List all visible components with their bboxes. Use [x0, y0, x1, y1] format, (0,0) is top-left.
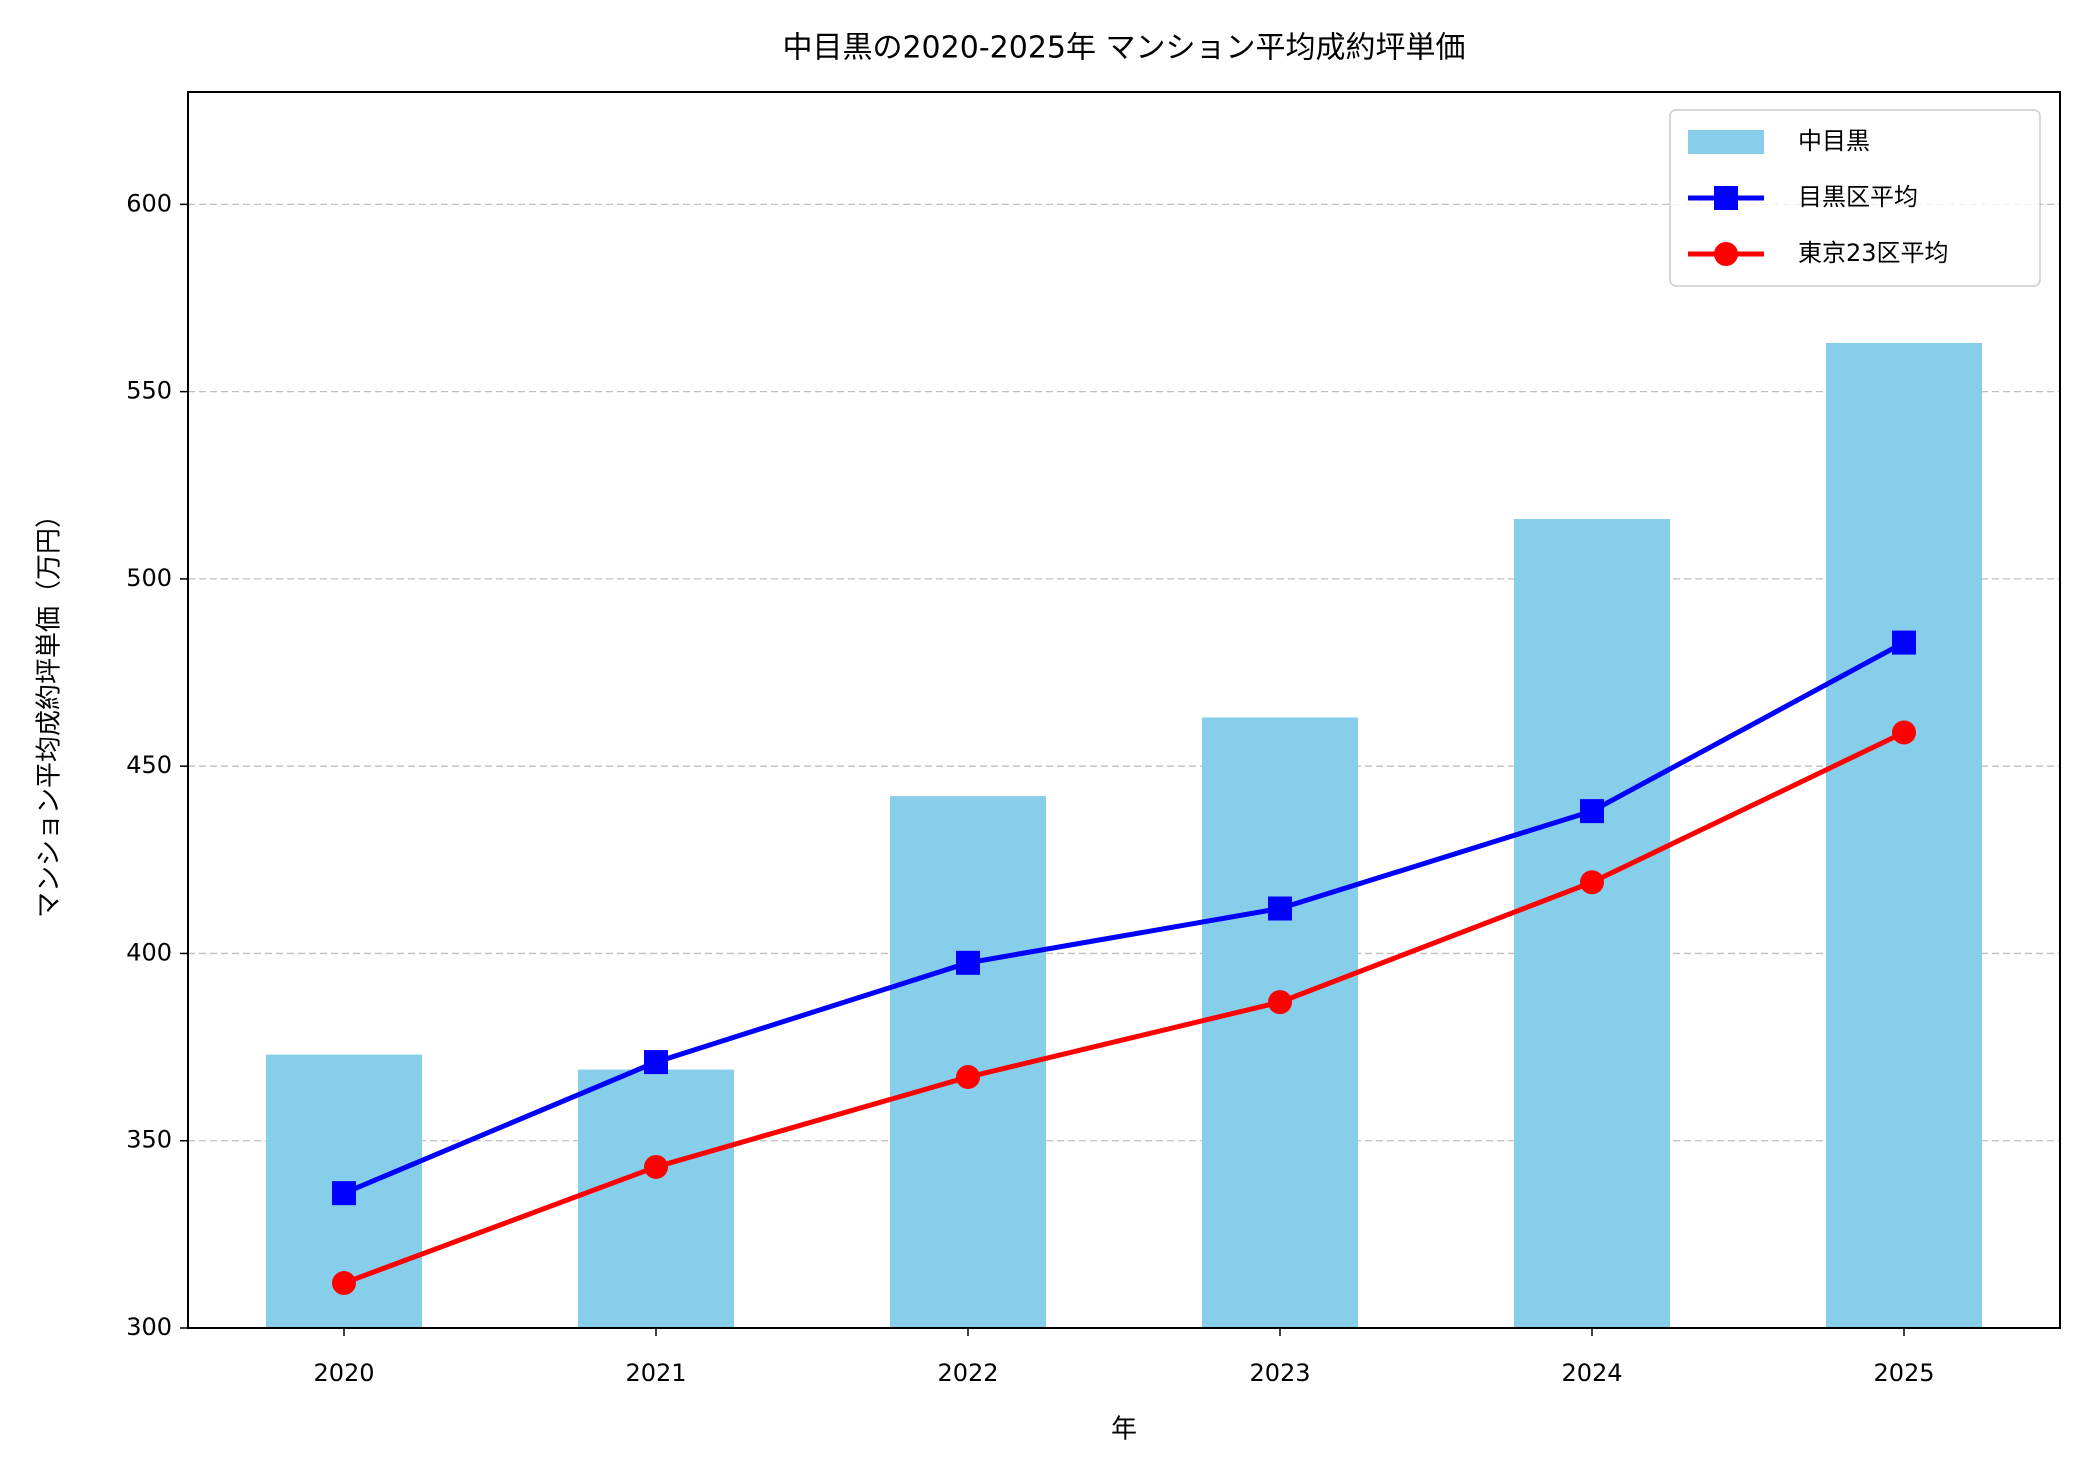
line-marker [1580, 799, 1604, 824]
line-marker [332, 1181, 356, 1206]
legend-label: 目黒区平均 [1798, 183, 1918, 211]
line-marker [644, 1050, 668, 1075]
legend-marker [1714, 242, 1738, 266]
y-tick-label: 350 [126, 1126, 172, 1154]
line-marker [1268, 990, 1292, 1015]
bar [1826, 342, 1982, 1329]
line-marker [1892, 630, 1916, 655]
x-tick-label: 2021 [625, 1359, 686, 1387]
line [343, 730, 1906, 1286]
line-marker [332, 1271, 356, 1296]
legend-marker [1714, 186, 1738, 210]
plot-frame [187, 91, 2061, 1329]
legend-label: 東京23区平均 [1798, 239, 1949, 267]
chart-title: 中目黒の2020-2025年 マンション平均成約坪単価 [782, 31, 1465, 66]
line-marker [1580, 870, 1604, 895]
y-tick-label: 400 [126, 938, 172, 966]
legend-label: 中目黒 [1798, 127, 1870, 155]
x-axis-label: 年 [1111, 1415, 1137, 1445]
legend-swatch [1688, 130, 1764, 154]
line-marker [1268, 896, 1292, 921]
bar [1514, 518, 1670, 1328]
y-tick-label: 300 [126, 1313, 172, 1341]
x-tick-label: 2023 [1249, 1359, 1310, 1387]
y-tick-label: 600 [126, 189, 172, 217]
y-tick-label: 550 [126, 377, 172, 405]
x-tick-label: 2025 [1873, 1359, 1934, 1387]
x-tick-label: 2020 [313, 1359, 374, 1387]
line-marker [956, 950, 980, 975]
y-axis-label: マンション平均成約坪単価（万円） [35, 502, 65, 918]
x-tick-label: 2022 [937, 1359, 998, 1387]
y-tick-label: 500 [126, 564, 172, 592]
x-tick-label: 2024 [1561, 1359, 1622, 1387]
y-tick-label: 450 [126, 751, 172, 779]
line [343, 640, 1906, 1196]
bar [1202, 717, 1358, 1328]
line-marker [1892, 720, 1916, 745]
bar [578, 1069, 734, 1328]
line-marker [956, 1065, 980, 1090]
line-marker [644, 1154, 668, 1179]
